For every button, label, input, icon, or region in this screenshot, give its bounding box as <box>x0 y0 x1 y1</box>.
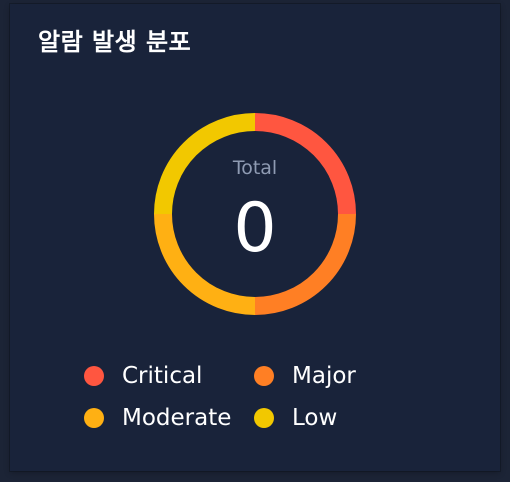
legend-dot-moderate <box>84 408 104 428</box>
donut-segment-critical[interactable] <box>254 113 356 215</box>
donut-chart-svg <box>154 113 356 315</box>
legend-label-moderate: Moderate <box>122 405 232 431</box>
legend-item-low[interactable]: Low <box>254 404 404 432</box>
legend-label-major: Major <box>292 363 356 389</box>
legend-item-critical[interactable]: Critical <box>84 362 254 390</box>
legend-label-critical: Critical <box>122 363 203 389</box>
legend-dot-critical <box>84 366 104 386</box>
legend-dot-major <box>254 366 274 386</box>
legend-label-low: Low <box>292 405 338 431</box>
legend-dot-low <box>254 408 274 428</box>
donut-segment-moderate[interactable] <box>154 213 256 315</box>
legend-item-major[interactable]: Major <box>254 362 404 390</box>
panel-title: 알람 발생 분포 <box>38 28 192 56</box>
donut-segment-major[interactable] <box>254 213 356 315</box>
alarm-distribution-panel: 알람 발생 분포 Total 0 Critical Major Moderate… <box>10 4 500 471</box>
total-label: Total <box>232 157 278 179</box>
legend-item-moderate[interactable]: Moderate <box>84 404 254 432</box>
total-value: 0 <box>233 189 277 268</box>
chart-legend: Critical Major Moderate Low <box>84 362 404 432</box>
donut-segment-low[interactable] <box>154 113 256 215</box>
donut-chart: Total 0 <box>150 109 360 319</box>
